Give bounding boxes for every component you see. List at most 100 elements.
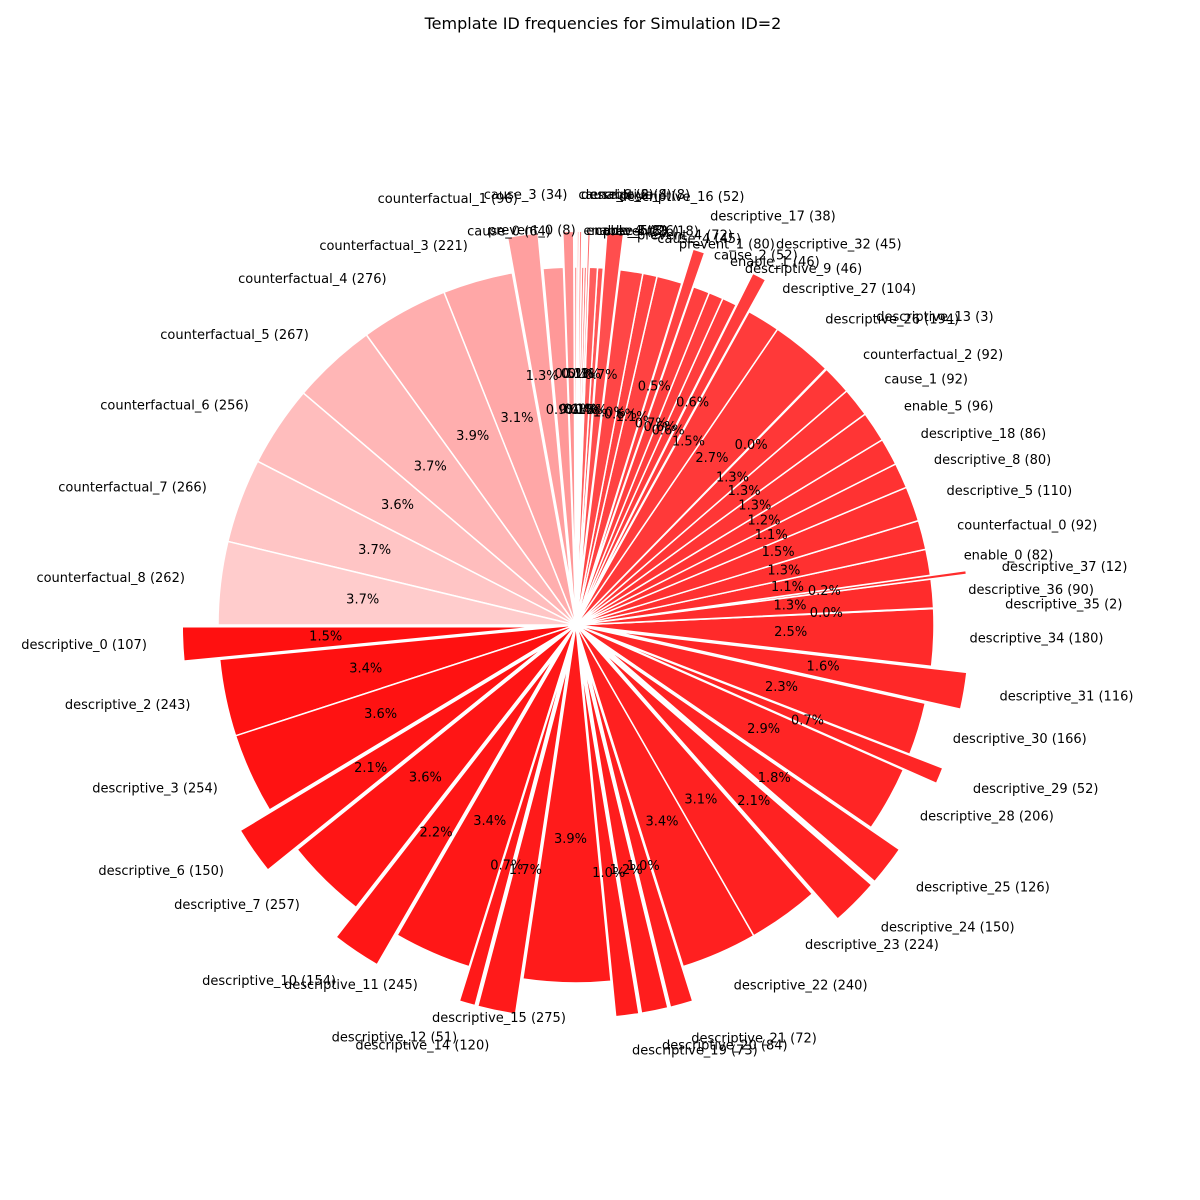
slice-percent-label: 2.2% [420, 825, 453, 840]
slice-percent-label: 0.6% [652, 423, 685, 438]
slice-percent-label: 0.7% [635, 416, 668, 431]
slice-label: cause_2 (52) [714, 249, 798, 264]
slice-percent-label: 0.5% [638, 379, 671, 394]
pie-slice-descriptive-11 [396, 624, 577, 968]
pie-slice-counterfactual-1 [506, 232, 572, 591]
pie-slice-descriptive-30 [575, 624, 927, 756]
slice-percent-label: 0.1% [565, 403, 598, 418]
slice-percent-label: 3.7% [414, 460, 447, 475]
slice-percent-label: 1.1% [771, 580, 804, 595]
slice-percent-label: 0.1% [564, 403, 597, 418]
slice-percent-label: 3.7% [358, 543, 391, 558]
slice-label: cause_3 (34) [484, 188, 568, 203]
slice-label: counterfactual_7 (266) [58, 481, 206, 496]
pie-slice-counterfactual-8 [217, 540, 577, 626]
slice-percent-label: 3.1% [684, 792, 717, 807]
slice-label: enable_4 (8) [583, 224, 664, 239]
slice-percent-label: 3.4% [645, 814, 678, 829]
slice-label: descriptive_14 (120) [355, 1038, 489, 1053]
pie-slices [181, 230, 971, 1018]
pie-slice-enable-2 [576, 230, 592, 590]
slice-percent-label: 0.1% [561, 367, 594, 382]
slice-label: descriptive_15 (275) [432, 1011, 566, 1026]
slice-label: descriptive_17 (38) [710, 209, 836, 224]
slice-percent-label: 1.2% [747, 514, 780, 529]
slice-label: counterfactual_8 (262) [36, 571, 184, 586]
slice-label: descriptive_16 (52) [619, 190, 745, 205]
slice-percent-label: 3.9% [456, 429, 489, 444]
slice-percent-label: 1.7% [509, 863, 542, 878]
slice-label: descriptive_7 (257) [174, 898, 300, 913]
slice-label: counterfactual_2 (92) [863, 348, 1003, 363]
slice-label: counterfactual_1 (96) [378, 192, 518, 207]
slice-percent-label: 1.0% [592, 866, 625, 881]
slice-label: descriptive_23 (224) [805, 938, 939, 953]
slice-label: descriptive_22 (240) [734, 978, 868, 993]
slice-label: descriptive_27 (104) [782, 282, 916, 297]
slice-label: descriptive_19 (73) [632, 1043, 758, 1058]
slice-percent-label: 0.0% [810, 606, 843, 621]
slice-label: cause_1 (92) [884, 372, 968, 387]
slice-percent-label: 3.7% [346, 592, 379, 607]
slice-label: descriptive_20 (84) [662, 1038, 788, 1053]
slice-percent-label: 1.1% [616, 410, 649, 425]
slice-label: descriptive_28 (206) [920, 809, 1054, 824]
slice-label: cause_4 (45) [657, 232, 741, 247]
slice-percent-label: 1.3% [526, 369, 559, 384]
chart-title: Template ID frequencies for Simulation I… [424, 14, 782, 33]
slice-label: descriptive_10 (154) [202, 974, 336, 989]
pie-slice-prevent-4 [575, 268, 644, 626]
slice-label: cause_0 (64) [467, 225, 551, 240]
slice-percent-label: 0.5% [555, 367, 588, 382]
slice-label: prevent_3 (18) [603, 225, 699, 240]
slice-percent-label: 0.6% [644, 420, 677, 435]
slice-percent-label: 0.6% [676, 396, 709, 411]
slice-percent-label: 1.0% [627, 859, 660, 874]
slice-percent-label: 0.1% [568, 367, 601, 382]
slice-percent-label: 1.8% [758, 771, 791, 786]
slice-percent-label: 1.3% [716, 470, 749, 485]
slice-label: cause_6 (6) [578, 188, 653, 203]
pie-slice-descriptive-7 [296, 624, 577, 909]
slice-percent-label: 0.3% [574, 403, 607, 418]
pie-slice-cause-0 [542, 266, 577, 626]
pie-slice-descriptive-28 [575, 624, 905, 829]
slice-percent-label: 1.3% [773, 599, 806, 614]
pie-slice-labels: descriptive_0 (107) descriptive_2 (243) de… [21, 188, 1133, 1059]
slice-label: descriptive_36 (90) [968, 583, 1094, 598]
slice-percent-label: 0.6% [604, 407, 637, 422]
pie-slice-descriptive-19 [579, 659, 640, 1018]
slice-label: prevent_1 (80) [679, 237, 775, 252]
slice-label: descriptive_13 (3) [876, 310, 993, 325]
pie-slice-descriptive-20 [582, 659, 669, 1015]
slice-label: descriptive_2 (243) [65, 698, 191, 713]
pie-slice-descriptive-6 [239, 644, 548, 871]
slice-percent-label: 0.7% [490, 858, 523, 873]
pie-slice-descriptive-17 [586, 248, 706, 592]
slice-label: enable_2 (8) [590, 188, 671, 203]
slice-label: descriptive_34 (180) [970, 631, 1104, 646]
slice-percent-label: 1.2% [610, 863, 643, 878]
slice-label: cause_5 (26) [595, 224, 679, 239]
slice-label: descriptive_26 (194) [825, 313, 959, 328]
slice-percent-label: 3.1% [500, 411, 533, 426]
pie-slice-descriptive-10 [335, 653, 557, 966]
pie-slice-descriptive-15 [522, 624, 612, 984]
pie-slice-descriptive-31 [610, 630, 968, 710]
pie-slice-descriptive-16 [578, 231, 625, 591]
slice-percent-label: 0.9% [546, 403, 579, 418]
slice-percent-label: 1.5% [762, 545, 795, 560]
slice-label: enable_0 (82) [964, 548, 1054, 563]
slice-percent-label: 1.0% [593, 405, 626, 420]
slice-percent-label: 3.9% [554, 832, 587, 847]
slice-label: prevent_4 (72) [637, 228, 733, 243]
slice-percent-label: 2.9% [747, 722, 780, 737]
slice-label: enable_1 (46) [730, 255, 820, 270]
slice-percent-label: 3.6% [381, 498, 414, 513]
slice-percent-label: 2.7% [695, 451, 728, 466]
slice-label: descriptive_21 (72) [691, 1031, 817, 1046]
slice-percent-label: 0.7% [584, 368, 617, 383]
slice-label: descriptive_18 (86) [921, 427, 1047, 442]
pie-slice-descriptive-14 [476, 659, 570, 1015]
